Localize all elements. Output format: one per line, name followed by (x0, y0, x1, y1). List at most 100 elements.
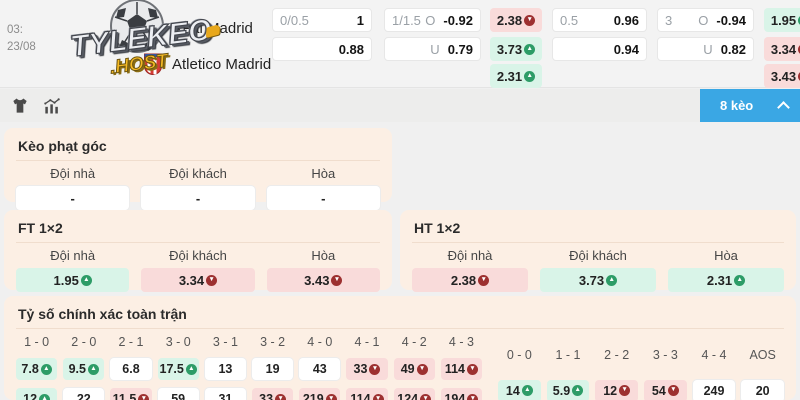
ft-away-cell[interactable]: 3.34 (141, 268, 255, 292)
score-cell[interactable]: 13 (204, 358, 246, 380)
score-cell[interactable]: 219 (299, 388, 341, 400)
ou2-line: 3 (665, 12, 673, 28)
x12-1-away-cell[interactable]: 3.73 (490, 37, 542, 61)
ah2-home-odds: 0.96 (613, 12, 639, 28)
ah1-line: 0/0.5 (280, 12, 309, 28)
score-header: 0 - 0 (506, 348, 532, 362)
corner-odds-section: Kèo phạt góc Đội nhà Đội khách Hòa - - - (4, 128, 392, 210)
ou1-under-label: U (430, 41, 440, 57)
score-header: 4 - 0 (307, 335, 333, 349)
score-cell[interactable]: 12 (595, 379, 638, 400)
x12-2-away-cell[interactable]: 3.34 (764, 37, 800, 61)
corner-home-odds: - (70, 190, 75, 206)
score-cell[interactable]: 114 (440, 358, 482, 380)
ou2-under-label: U (703, 41, 713, 57)
score-cell[interactable]: 5.9 (546, 379, 590, 400)
ft-section-title: FT 1×2 (16, 218, 380, 243)
score-header: 2 - 0 (71, 335, 97, 349)
ou2-over-label: O (698, 12, 709, 28)
trend-down-icon (619, 385, 631, 396)
score-cell[interactable]: 33 (252, 388, 294, 400)
ou2-over-cell[interactable]: 3 O -0.94 (657, 8, 754, 32)
score-grid-draws: 0 - 0 1 - 1 2 - 2 3 - 3 4 - 4 AOS 14 5.9… (498, 348, 784, 400)
score-cell[interactable]: 7.8 (16, 358, 58, 380)
score-grid-regular: 1 - 0 2 - 0 2 - 1 3 - 0 3 - 1 3 - 2 4 - … (16, 335, 482, 400)
ou2-under-cell[interactable]: U 0.82 (657, 37, 754, 61)
x12-1-home-cell[interactable]: 2.38 (490, 8, 542, 32)
corner-home-cell[interactable]: - (16, 186, 130, 210)
score-cell[interactable]: 33 (346, 358, 388, 380)
corner-home-header: Đội nhà (50, 166, 96, 181)
ft-home-odds: 1.95 (53, 272, 79, 288)
corner-draw-header: Hòa (311, 166, 336, 181)
score-cell[interactable]: 20 (741, 379, 784, 400)
score-header: 2 - 1 (118, 335, 144, 349)
trend-down-icon (478, 274, 490, 286)
trend-down-icon (325, 393, 337, 400)
score-cell[interactable]: 249 (692, 379, 736, 400)
ah1-home-cell[interactable]: 0/0.5 1 (272, 8, 372, 32)
ft-away-odds: 3.34 (178, 272, 205, 288)
ah2-away-cell[interactable]: 0.94 (552, 37, 647, 61)
ah2-home-cell[interactable]: 0.5 0.96 (552, 8, 647, 32)
trend-down-icon (331, 274, 343, 286)
trend-down-icon (138, 393, 150, 400)
jersey-icon[interactable] (10, 96, 30, 116)
trend-up-icon (524, 70, 536, 82)
score-cell[interactable]: 22 (63, 388, 105, 400)
ou1-under-cell[interactable]: U 0.79 (384, 37, 481, 61)
home-team: Real Madrid (143, 16, 253, 40)
ht-away-cell[interactable]: 3.73 (540, 268, 656, 292)
correct-score-section: Tỷ số chính xác toàn trận 1 - 0 2 - 0 2 … (4, 296, 796, 400)
score-section-title: Tỷ số chính xác toàn trận (16, 304, 784, 329)
x12-2-home-cell[interactable]: 1.95 (764, 8, 800, 32)
x12-2-home-odds: 1.95 (770, 12, 797, 28)
score-cell[interactable]: 43 (299, 358, 341, 380)
score-cell[interactable]: 124 (393, 388, 435, 400)
ah1-away-cell[interactable]: 0.88 (272, 37, 372, 61)
ft-home-cell[interactable]: 1.95 (16, 268, 130, 292)
trend-up-icon (87, 363, 99, 375)
ht-draw-cell[interactable]: 2.31 (668, 268, 784, 292)
score-cell[interactable]: 11.5 (110, 388, 152, 400)
away-team-name: Atletico Madrid (172, 55, 272, 73)
trend-down-icon (667, 385, 679, 396)
score-cell[interactable]: 59 (157, 388, 199, 400)
bets-count-button[interactable]: 8 kèo (700, 89, 800, 122)
trend-down-icon (369, 363, 381, 375)
ft-draw-cell[interactable]: 3.43 (266, 268, 380, 292)
match-time: 03: 23/08 (7, 24, 36, 53)
away-team: Atletico Madrid (143, 52, 271, 76)
trend-down-icon (420, 393, 432, 400)
trend-down-icon (372, 393, 384, 400)
score-cell[interactable]: 194 (440, 388, 482, 400)
score-cell[interactable]: 12 (16, 388, 58, 400)
score-cell[interactable]: 9.5 (63, 358, 105, 380)
score-cell[interactable]: 114 (346, 388, 388, 400)
corner-away-cell[interactable]: - (141, 186, 255, 210)
ou1-over-cell[interactable]: 1/1.5 O -0.92 (384, 8, 481, 32)
score-cell[interactable]: 14 (498, 379, 541, 400)
stats-icon[interactable] (42, 96, 62, 116)
score-header: 4 - 3 (448, 335, 474, 349)
corner-draw-cell[interactable]: - (266, 186, 380, 210)
ou1-over-label: O (425, 12, 436, 28)
ah1-home-odds: 1 (356, 12, 364, 28)
score-cell[interactable]: 19 (252, 358, 294, 380)
score-cell[interactable]: 54 (644, 379, 687, 400)
x12-1-draw-cell[interactable]: 2.31 (490, 64, 542, 88)
ou1-line: 1/1.5 (392, 12, 421, 28)
trend-down-icon (798, 43, 800, 55)
ht-home-cell[interactable]: 2.38 (412, 268, 528, 292)
score-cell[interactable]: 49 (393, 358, 435, 380)
toolbar: 8 kèo (0, 89, 800, 122)
score-cell[interactable]: 31 (204, 388, 246, 400)
score-header: 3 - 2 (260, 335, 286, 349)
trend-up-icon (524, 43, 536, 55)
x12-2-draw-odds: 3.43 (770, 68, 797, 84)
x12-2-draw-cell[interactable]: 3.43 (764, 64, 800, 88)
ou1-over-odds: -0.92 (443, 12, 473, 28)
x12-2-away-odds: 3.34 (770, 41, 797, 57)
score-cell[interactable]: 6.8 (110, 358, 152, 380)
score-cell[interactable]: 17.5 (157, 358, 199, 380)
